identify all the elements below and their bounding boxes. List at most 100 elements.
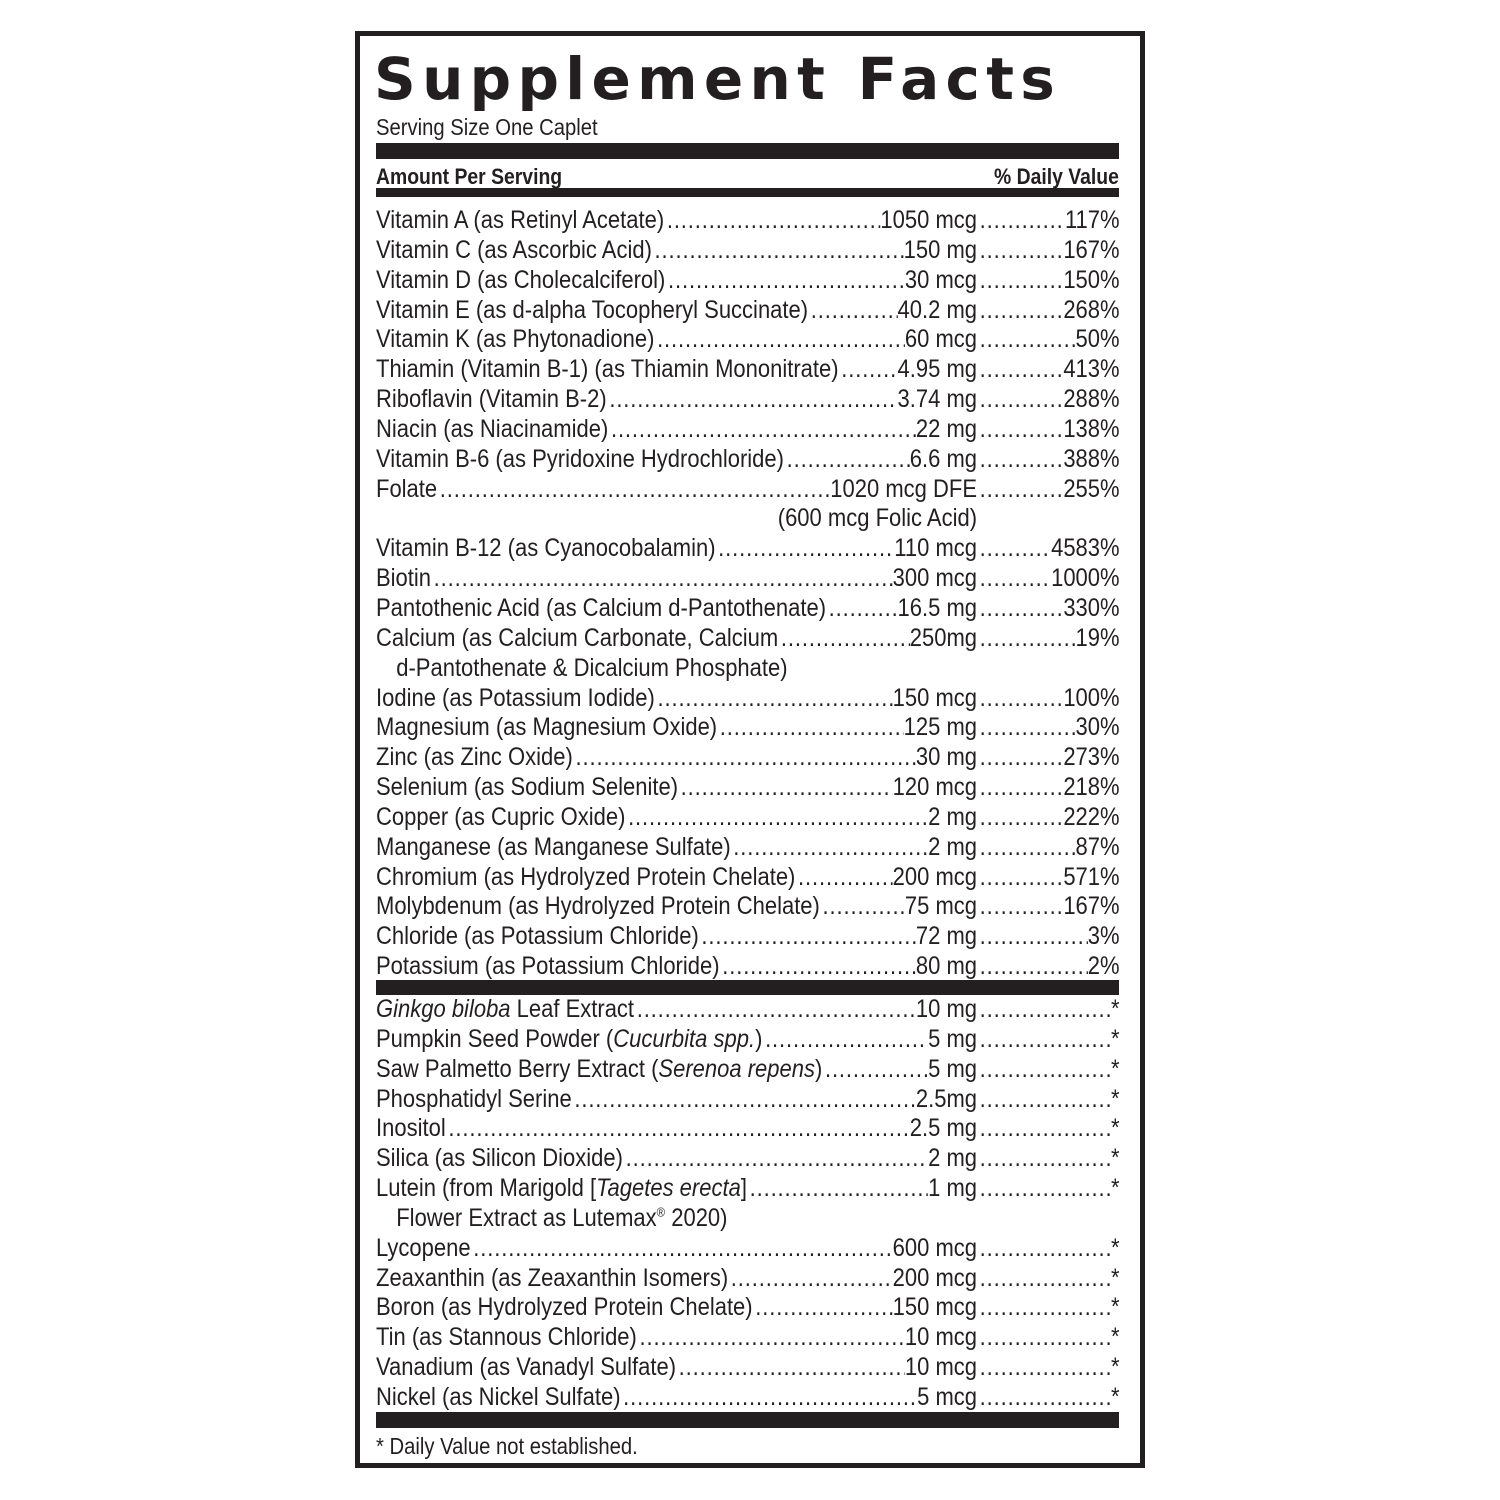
- nutrient-row-content: Niacin (as Niacinamide).................…: [376, 415, 1120, 445]
- dot-leader: ........................................…: [749, 1174, 929, 1203]
- dot-leader: ........................................…: [666, 206, 881, 234]
- nutrient-amount: 110 mcg: [894, 534, 978, 563]
- nutrient-row: Chromium (as Hydrolyzed Protein Chelate)…: [376, 863, 1120, 893]
- name-segment: Chromium (as Hydrolyzed Protein Chelate): [376, 862, 796, 891]
- name-segment: Pantothenic Acid (as Calcium d-Pantothen…: [376, 593, 827, 622]
- nutrient-amount: 40.2 mg: [897, 295, 978, 324]
- amount-per-serving-label: Amount Per Serving: [376, 164, 563, 189]
- nutrient-row: Vitamin K (as Phytonadione).............…: [376, 325, 1120, 355]
- nutrient-left: Selenium (as Sodium Selenite)...........…: [376, 773, 977, 803]
- nutrient-left: Zinc (as Zinc Oxide)....................…: [376, 743, 977, 773]
- dot-leader: ........................................…: [979, 1144, 1111, 1173]
- dot-leader: ........................................…: [979, 1114, 1111, 1143]
- dot-leader: ........................................…: [979, 1233, 1111, 1262]
- nutrient-left: Thiamin (Vitamin B-1) (as Thiamin Mononi…: [376, 355, 977, 385]
- daily-value: *: [1111, 1084, 1120, 1113]
- nutrient-name: Tin (as Stannous Chloride): [376, 1323, 637, 1353]
- dot-leader: ........................................…: [668, 265, 905, 294]
- nutrient-amount: 1020 mcg DFE: [830, 474, 978, 503]
- nutrient-left: Vanadium (as Vanadyl Sulfate)...........…: [376, 1353, 977, 1383]
- nutrient-row-content: Vitamin B-6 (as Pyridoxine Hydrochloride…: [376, 445, 1120, 475]
- name-segment: Calcium (as Calcium Carbonate, Calcium: [376, 623, 779, 652]
- nutrient-row: Copper (as Cupric Oxide)................…: [376, 803, 1120, 833]
- nutrient-row: Vitamin B-6 (as Pyridoxine Hydrochloride…: [376, 445, 1120, 475]
- name-segment: Chloride (as Potassium Chloride): [376, 922, 699, 951]
- daily-value: *: [1111, 995, 1120, 1023]
- nutrient-left: Niacin (as Niacinamide).................…: [376, 415, 977, 445]
- dot-leader: ........................................…: [433, 564, 893, 593]
- nutrient-right: ........................................…: [977, 1264, 1120, 1294]
- daily-value: *: [1111, 1174, 1120, 1203]
- nutrient-row: Zeaxanthin (as Zeaxanthin Isomers)......…: [376, 1263, 1120, 1294]
- nutrient-row: Vitamin B-12 (as Cyanocobalamin)........…: [376, 534, 1120, 564]
- nutrient-row: Tin (as Stannous Chloride)..............…: [376, 1323, 1120, 1353]
- continuation-part: Flower Extract as Lutemax: [396, 1203, 657, 1232]
- nutrient-amount: 125 mg: [903, 713, 978, 742]
- nutrient-name: Chromium (as Hydrolyzed Protein Chelate): [376, 863, 795, 893]
- dot-leader: ........................................…: [979, 995, 1111, 1023]
- nutrient-name: Biotin: [376, 564, 431, 594]
- nutrient-name: Iodine (as Potassium Iodide): [376, 684, 655, 714]
- name-segment: Vitamin E (as d-alpha Tocopheryl Succina…: [376, 295, 809, 324]
- daily-value: 288%: [1063, 385, 1120, 414]
- daily-value: 100%: [1063, 683, 1120, 712]
- nutrient-row: Vitamin C (as Ascorbic Acid)............…: [376, 236, 1120, 266]
- nutrient-name: Phosphatidyl Serine: [376, 1085, 572, 1115]
- dot-leader: ........................................…: [473, 1233, 893, 1262]
- nutrient-row-content: Thiamin (Vitamin B-1) (as Thiamin Mononi…: [376, 355, 1120, 385]
- name-segment: Vitamin K (as Phytonadione): [376, 325, 655, 354]
- nutrient-left: Vitamin C (as Ascorbic Acid)............…: [376, 236, 977, 266]
- name-segment: Saw Palmetto Berry Extract (: [376, 1054, 659, 1083]
- nutrient-right: ........................................…: [977, 1323, 1120, 1353]
- nutrient-row-content: Chromium (as Hydrolyzed Protein Chelate)…: [376, 863, 1120, 893]
- nutrient-row-content: Vitamin B-12 (as Cyanocobalamin)........…: [376, 534, 1120, 564]
- nutrient-name: Vitamin A (as Retinyl Acetate): [376, 206, 664, 236]
- daily-value: *: [1111, 1233, 1120, 1262]
- divider-thick: [376, 980, 1119, 995]
- daily-value: *: [1111, 1382, 1120, 1411]
- nutrient-right: ........................................…: [977, 803, 1120, 833]
- nutrient-right: ........................................…: [977, 1353, 1120, 1383]
- nutrient-row: Riboflavin (Vitamin B-2)................…: [376, 385, 1120, 415]
- name-segment: Vitamin D (as Cholecalciferol): [376, 265, 666, 294]
- name-segment: Niacin (as Niacinamide): [376, 414, 609, 443]
- continuation-text: d-Pantothenate & Dicalcium Phosphate): [376, 654, 787, 682]
- nutrient-row-content: Manganese (as Manganese Sulfate)........…: [376, 833, 1120, 863]
- nutrient-amount: 5 mg: [928, 1024, 978, 1053]
- vitamin-list: Vitamin A (as Retinyl Acetate)..........…: [376, 206, 1120, 982]
- nutrient-left: Riboflavin (Vitamin B-2)................…: [376, 385, 977, 415]
- nutrient-right: ........................................…: [977, 475, 1120, 505]
- dot-leader: ........................................…: [979, 862, 1064, 891]
- name-segment: Boron (as Hydrolyzed Protein Chelate): [376, 1293, 753, 1322]
- name-segment: Tin (as Stannous Chloride): [376, 1323, 637, 1352]
- dot-leader: ........................................…: [730, 1263, 893, 1292]
- nutrient-amount: 300 mcg: [892, 564, 978, 593]
- name-segment: Leaf Extract: [510, 995, 635, 1023]
- nutrient-row-content: Boron (as Hydrolyzed Protein Chelate)...…: [376, 1293, 1120, 1323]
- nutrient-row-content: Inositol................................…: [376, 1114, 1120, 1144]
- continuation-text: (600 mcg Folic Acid): [376, 504, 977, 534]
- name-segment: Zeaxanthin (as Zeaxanthin Isomers): [376, 1263, 729, 1292]
- nutrient-name: Thiamin (Vitamin B-1) (as Thiamin Mononi…: [376, 355, 839, 385]
- nutrient-amount: 72 mg: [915, 922, 978, 951]
- nutrient-row: Pantothenic Acid (as Calcium d-Pantothen…: [376, 593, 1120, 624]
- nutrient-left: Vitamin D (as Cholecalciferol)..........…: [376, 266, 977, 296]
- nutrient-left: Tin (as Stannous Chloride)..............…: [376, 1323, 977, 1353]
- nutrient-amount: 60 mcg: [904, 325, 978, 354]
- name-segment: Thiamin (Vitamin B-1) (as Thiamin Mononi…: [376, 355, 839, 384]
- dot-leader: ........................................…: [657, 683, 892, 712]
- daily-value: 413%: [1063, 355, 1120, 384]
- dot-leader: ........................................…: [610, 414, 916, 443]
- daily-value: 30%: [1075, 713, 1120, 742]
- name-segment: Lutein (from Marigold [: [376, 1174, 597, 1203]
- nutrient-row-content: Iodine (as Potassium Iodide)............…: [376, 684, 1120, 714]
- name-segment: Vanadium (as Vanadyl Sulfate): [376, 1353, 677, 1382]
- daily-value: 268%: [1063, 295, 1120, 324]
- divider-thick: [376, 1412, 1119, 1428]
- continuation-content: d-Pantothenate & Dicalcium Phosphate): [376, 654, 1120, 684]
- nutrient-right: ........................................…: [977, 236, 1120, 266]
- supplement-facts-panel: Supplement Facts Serving Size One Caplet…: [355, 31, 1145, 1468]
- nutrient-left: Chloride (as Potassium Chloride)........…: [376, 922, 977, 952]
- nutrient-name: Inositol: [376, 1114, 446, 1144]
- name-segment: Vitamin B-6 (as Pyridoxine Hydrochloride…: [376, 444, 784, 473]
